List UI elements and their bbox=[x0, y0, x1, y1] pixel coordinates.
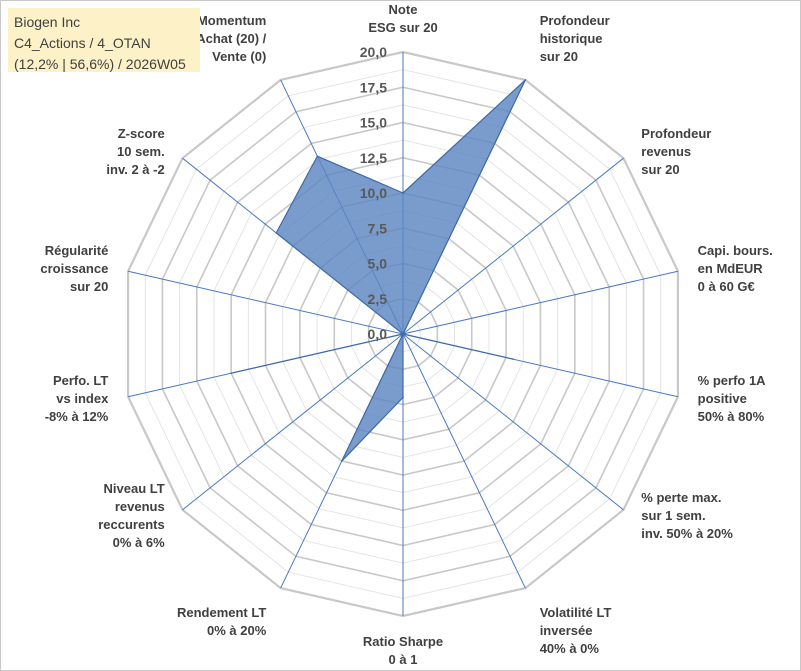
axis-label: Ratio Sharpe 0 à 1 bbox=[363, 634, 443, 667]
axis-label-line: inv. 50% à 20% bbox=[641, 526, 733, 541]
radar-spoke bbox=[182, 333, 404, 511]
axis-label-line: Momentum bbox=[197, 13, 266, 28]
axis-label-line: Niveau LT bbox=[104, 481, 165, 496]
axis-label-line: sur 1 sem. bbox=[641, 508, 705, 523]
axis-label: Perfo. LT vs index -8% à 12% bbox=[45, 373, 109, 424]
tick-label: 0,0 bbox=[368, 326, 388, 342]
data-point bbox=[402, 333, 404, 335]
axis-label-line: 0% à 6% bbox=[113, 535, 165, 550]
axis-label-line: Profondeur bbox=[540, 13, 610, 28]
data-point bbox=[341, 460, 343, 462]
axis-label-line: positive bbox=[698, 391, 747, 406]
data-point bbox=[512, 358, 514, 360]
axis-label-line: 50% à 80% bbox=[698, 409, 765, 424]
tick-label: 17,5 bbox=[360, 79, 387, 95]
axis-label-line: Profondeur bbox=[641, 126, 711, 141]
radar-series bbox=[230, 79, 527, 462]
axis-label-line: % perfo 1A bbox=[698, 373, 767, 388]
axis-label-line: Ratio Sharpe bbox=[363, 634, 443, 649]
radar-axis-labels: Note ESG sur 20 Profondeur historique sur 20… bbox=[40, 2, 772, 667]
axis-label-line: Perfo. LT bbox=[53, 373, 108, 388]
axis-label: Note ESG sur 20 bbox=[368, 2, 437, 35]
axis-label-line: ESG sur 20 bbox=[368, 20, 437, 35]
tick-label: 20,0 bbox=[360, 44, 387, 60]
data-point bbox=[275, 232, 278, 234]
axis-label-line: croissance bbox=[40, 261, 108, 276]
radar-spoke bbox=[127, 270, 404, 335]
axis-label: % perfo 1A positive 50% à 80% bbox=[698, 373, 767, 424]
axis-label: Niveau LT revenus reccurents 0% à 6% bbox=[98, 481, 165, 550]
axis-label-line: revenus bbox=[641, 144, 691, 159]
tick-label: 7,5 bbox=[368, 220, 388, 236]
tick-label: 10,0 bbox=[360, 185, 387, 201]
axis-label-line: Rendement LT bbox=[177, 605, 266, 620]
axis-label-line: Capi. bours. bbox=[698, 243, 773, 258]
tick-label: 2,5 bbox=[368, 291, 388, 307]
axis-label: Rendement LT 0% à 20% bbox=[177, 605, 267, 638]
axis-label: % perte max. sur 1 sem. inv. 50% à 20% bbox=[641, 490, 733, 541]
radar-spoke bbox=[402, 270, 679, 335]
tick-label: 12,5 bbox=[360, 150, 387, 166]
radar-spoke bbox=[402, 333, 624, 511]
data-point bbox=[230, 372, 232, 375]
axis-label: Z-score 10 sem. inv. 2 à -2 bbox=[106, 126, 164, 177]
axis-label-line: reccurents bbox=[98, 517, 164, 532]
tick-label: 15,0 bbox=[360, 115, 387, 131]
axis-label-line: % perte max. bbox=[641, 490, 721, 505]
axis-label-line: en MdEUR bbox=[698, 261, 764, 276]
axis-label-line: Vente (0) bbox=[212, 49, 266, 64]
axis-label-line: 10 sem. bbox=[117, 144, 165, 159]
axis-label-line: sur 20 bbox=[641, 162, 679, 177]
period-stats: (12,2% | 56,6%) / 2026W05 bbox=[14, 56, 186, 72]
data-point bbox=[524, 79, 527, 81]
axis-label-line: sur 20 bbox=[70, 279, 108, 294]
radar-spoke bbox=[402, 157, 624, 335]
portfolio-path: C4_Actions / 4_OTAN bbox=[14, 35, 151, 51]
radar-spoke bbox=[402, 333, 526, 589]
axis-label-line: 0% à 20% bbox=[207, 623, 267, 638]
axis-label: Momentum Achat (20) / Vente (0) bbox=[196, 13, 266, 64]
axis-label-line: revenus bbox=[115, 499, 165, 514]
axis-label-line: Z-score bbox=[118, 126, 165, 141]
axis-label-line: Régularité bbox=[45, 243, 109, 258]
axis-label-line: Note bbox=[389, 2, 418, 17]
axis-label-line: sur 20 bbox=[540, 49, 578, 64]
axis-label-line: inversée bbox=[540, 623, 593, 638]
axis-label: Volatilité LT inversée 40% à 0% bbox=[540, 605, 612, 656]
axis-label-line: historique bbox=[540, 31, 603, 46]
axis-label-line: 0 à 1 bbox=[389, 652, 418, 667]
axis-label-line: inv. 2 à -2 bbox=[106, 162, 164, 177]
axis-label-line: 40% à 0% bbox=[540, 641, 600, 656]
axis-label: Régularité croissance sur 20 bbox=[40, 243, 108, 294]
data-point bbox=[402, 192, 404, 194]
tick-label: 5,0 bbox=[368, 256, 388, 272]
company-name: Biogen Inc bbox=[14, 14, 81, 30]
axis-label-line: Achat (20) / bbox=[196, 31, 266, 46]
axis-label: Profondeur revenus sur 20 bbox=[641, 126, 711, 177]
info-box: Biogen Inc C4_Actions / 4_OTAN (12,2% | … bbox=[8, 8, 200, 72]
axis-label-line: 0 à 60 G€ bbox=[698, 279, 755, 294]
axis-label-line: -8% à 12% bbox=[45, 409, 109, 424]
data-point bbox=[316, 155, 319, 157]
axis-label-line: vs index bbox=[56, 391, 109, 406]
axis-label: Profondeur historique sur 20 bbox=[540, 13, 610, 64]
axis-label: Capi. bours. en MdEUR 0 à 60 G€ bbox=[698, 243, 773, 294]
data-point bbox=[402, 396, 404, 399]
axis-label-line: Volatilité LT bbox=[540, 605, 612, 620]
radar-tick-labels: 0,0 2,5 5,0 7,5 10,0 12,5 15,0 17,5 20,0 bbox=[360, 44, 387, 342]
